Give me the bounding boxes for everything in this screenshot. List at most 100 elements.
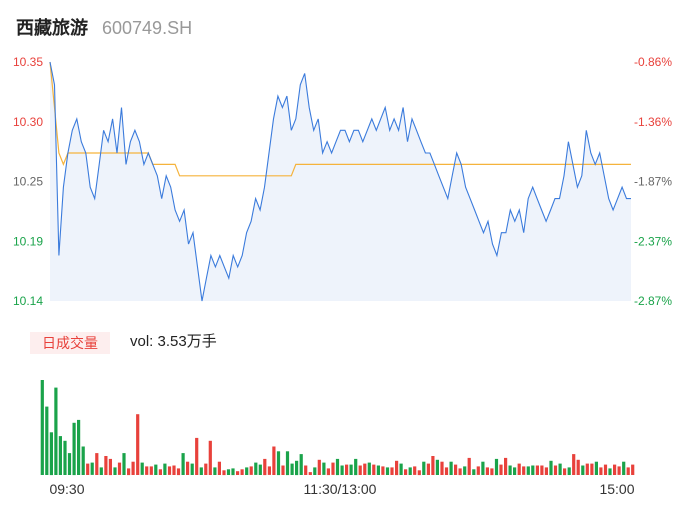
volume-bar [504, 457, 508, 475]
volume-badge[interactable]: 日成交量 [30, 332, 110, 354]
volume-bar [549, 460, 553, 476]
volume-bar [449, 461, 453, 475]
volume-bar [195, 437, 199, 475]
average-price-line [49, 61, 631, 177]
volume-bar [45, 406, 49, 475]
volume-bar [199, 467, 203, 475]
volume-bar [145, 466, 149, 475]
volume-bar [558, 463, 562, 475]
volume-bar [299, 454, 303, 475]
volume-bar [590, 463, 594, 475]
volume-bar [99, 467, 103, 475]
volume-bar [490, 468, 494, 476]
volume-bar [113, 467, 117, 475]
volume-bar [576, 459, 580, 475]
volume-bar [367, 462, 371, 475]
volume-bar [254, 462, 258, 475]
volume-bar [585, 463, 589, 475]
volume-bar [181, 453, 185, 475]
volume-bar [522, 466, 526, 475]
volume-bar [304, 465, 308, 475]
x-tick-label: 15:00 [599, 481, 634, 497]
volume-bar [340, 465, 344, 475]
volume-bar [140, 462, 144, 475]
volume-bar [154, 464, 158, 475]
volume-bar [385, 467, 390, 475]
volume-bar [417, 470, 421, 476]
volume-bar [77, 419, 81, 475]
volume-bar [631, 464, 635, 475]
volume-bar [245, 467, 249, 475]
volume-bar [404, 469, 408, 475]
volume-bar [276, 451, 281, 476]
volume-bar [63, 440, 67, 475]
volume-bar [272, 446, 276, 475]
x-tick-label: 11:30/13:00 [304, 481, 377, 497]
volume-bar [426, 463, 430, 475]
y-left-tick-label: 10.19 [13, 234, 43, 248]
volume-bar [295, 460, 299, 476]
volume-bar [86, 463, 90, 475]
volume-bar [440, 461, 444, 475]
volume-bar [186, 461, 190, 475]
volume-bar [108, 458, 112, 476]
volume-bar [231, 468, 235, 476]
volume-bar [517, 463, 521, 475]
volume-bar [263, 458, 267, 476]
volume-bar [167, 466, 172, 475]
volume-bar [240, 469, 244, 475]
volume-bar [267, 466, 271, 475]
volume-bar [122, 453, 126, 475]
volume-bar [540, 465, 544, 475]
volume-bar [422, 461, 426, 475]
stock-code: 600749.SH [102, 18, 193, 38]
volume-bar [613, 464, 617, 475]
volume-bar [467, 457, 471, 475]
volume-bar [326, 468, 330, 476]
chart-header: 西藏旅游 600749.SH [16, 14, 192, 38]
y-left-tick-label: 10.30 [13, 115, 43, 129]
y-right-tick-label: -2.87% [634, 294, 672, 308]
volume-bar [217, 461, 221, 475]
y-right-tick-label: -0.86% [634, 55, 672, 69]
volume-bar [513, 467, 517, 475]
volume-bar [581, 465, 585, 475]
volume-bar [49, 432, 53, 476]
volume-bar [594, 461, 598, 475]
volume-bar [376, 465, 380, 475]
volume-bar [104, 456, 108, 475]
volume-bar [345, 464, 349, 475]
volume-bar [553, 465, 558, 475]
volume-bar [249, 466, 253, 475]
volume-bar [567, 467, 571, 475]
volume-bar [563, 468, 567, 476]
volume-bar [190, 463, 194, 475]
volume-bar [281, 465, 285, 475]
volume-bar [390, 467, 394, 475]
volume-bar [54, 387, 58, 475]
y-right-tick-label: -2.37% [634, 234, 672, 248]
volume-bar [463, 466, 467, 475]
volume-bar [381, 466, 385, 475]
volume-bar [435, 459, 439, 475]
volume-bar [331, 462, 335, 475]
volume-bar [395, 460, 399, 476]
volume-bar [213, 467, 217, 475]
volume-bar [476, 466, 480, 475]
volume-bar [158, 469, 162, 475]
volume-bar [131, 461, 135, 475]
volume-bar [127, 468, 131, 476]
volume-bar [458, 468, 462, 476]
volume-bar [349, 464, 353, 475]
volume-bar [208, 440, 212, 475]
volume-bar [322, 462, 326, 475]
volume-bar [472, 469, 476, 475]
volume-bar [481, 461, 485, 475]
volume-bar [572, 454, 576, 475]
volume-bar [335, 458, 340, 476]
volume-bar [81, 446, 85, 475]
y-right-tick-label: -1.36% [634, 115, 672, 129]
volume-bar [499, 464, 503, 475]
intraday-price-chart: 10.35 10.30 10.25 10.19 10.14 -0.86% -1.36% -1.… [13, 55, 672, 308]
